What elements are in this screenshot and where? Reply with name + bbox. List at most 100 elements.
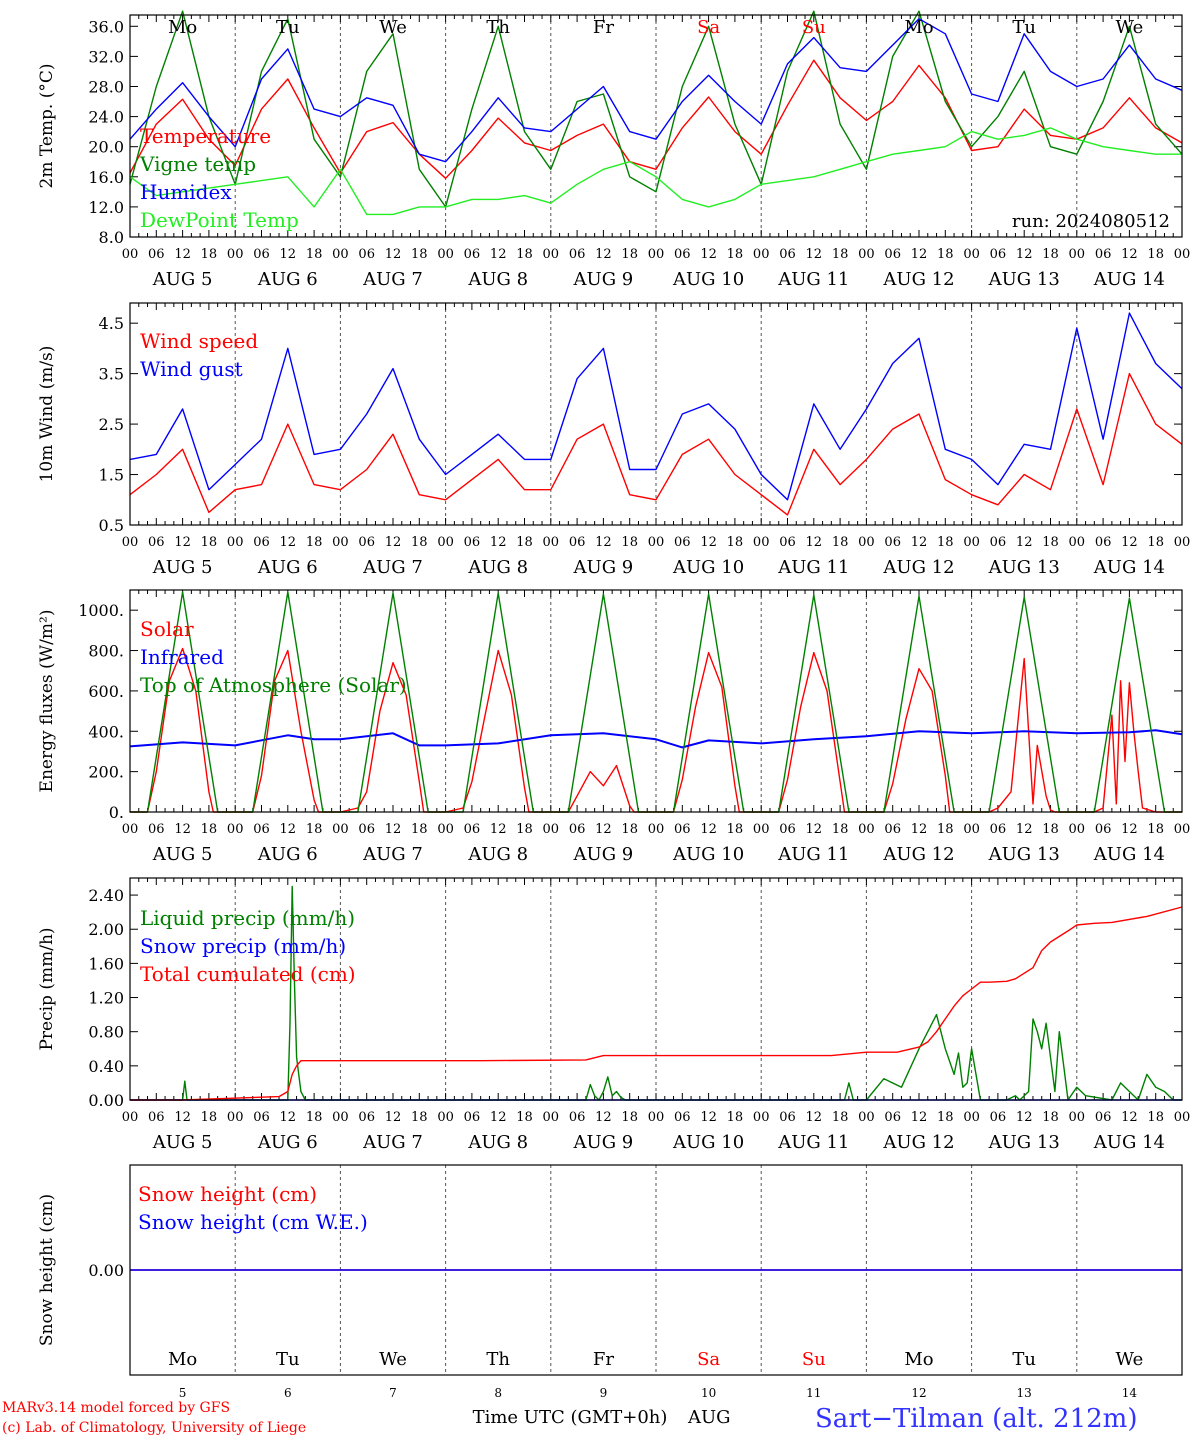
hour-label: 06 <box>779 535 796 550</box>
hour-label: 12 <box>490 1110 507 1125</box>
hour-label: 12 <box>1016 535 1033 550</box>
y-tick-label: 400. <box>88 722 124 741</box>
hour-label: 06 <box>464 247 481 262</box>
y-tick-label: 1.60 <box>88 954 124 973</box>
hour-label: 06 <box>990 1110 1007 1125</box>
legend-entry: Temperature <box>140 124 271 148</box>
hour-label: 18 <box>937 1110 954 1125</box>
panel-5: 0.00 Snow height (cm) Snow height (cm) Snow… <box>37 1164 1183 1428</box>
hour-label: 18 <box>832 1110 849 1125</box>
hour-label: 00 <box>332 1110 349 1125</box>
weekday-label: Su <box>802 1349 826 1370</box>
hour-label: 06 <box>990 822 1007 837</box>
weekday-label: Mo <box>168 17 197 38</box>
weekday-label: Sa <box>697 17 720 38</box>
date-label: AUG 6 <box>257 557 318 578</box>
panel-2: 0.5 1.5 2.5 3.5 4.5 10m Wind (m/s) Wind speed W… <box>37 302 1190 578</box>
weekday-label: Mo <box>904 17 933 38</box>
y-tick-label: 1000. <box>78 601 124 620</box>
hour-label: 18 <box>832 535 849 550</box>
hour-label: 12 <box>490 822 507 837</box>
hour-label: 00 <box>543 1110 560 1125</box>
legend-entry: Wind speed <box>140 329 258 353</box>
date-label: AUG 6 <box>257 269 318 290</box>
hour-label: 06 <box>884 1110 901 1125</box>
hour-label: 18 <box>1147 247 1164 262</box>
station-label: Sart−Tilman (alt. 212m) <box>815 1404 1138 1434</box>
hour-label: 06 <box>148 822 165 837</box>
weekday-label: We <box>379 17 407 38</box>
date-label: AUG 7 <box>362 844 423 865</box>
hour-label: 00 <box>437 1110 454 1125</box>
hour-label: 18 <box>1147 1110 1164 1125</box>
hour-label: 18 <box>937 535 954 550</box>
hour-label: 06 <box>148 247 165 262</box>
hour-label: 18 <box>621 535 638 550</box>
hour-label: 18 <box>1042 822 1059 837</box>
hour-label: 00 <box>753 247 770 262</box>
series-line-humidex <box>129 18 1183 163</box>
hour-label: 12 <box>806 822 823 837</box>
day-number-label: 13 <box>1017 1386 1032 1400</box>
legend-entry: Wind gust <box>140 357 243 381</box>
hour-label: 06 <box>253 535 270 550</box>
hour-label: 00 <box>122 247 139 262</box>
hour-label: 12 <box>385 535 402 550</box>
date-label: AUG 7 <box>362 269 423 290</box>
hour-label: 00 <box>648 822 665 837</box>
y-axis-label: 2m Temp. (°C) <box>37 63 57 188</box>
date-label: AUG 13 <box>988 269 1060 290</box>
date-label: AUG 9 <box>573 557 634 578</box>
hour-label: 12 <box>174 247 191 262</box>
hour-label: 12 <box>1016 247 1033 262</box>
date-label: AUG 5 <box>152 1132 213 1153</box>
hour-label: 18 <box>411 535 428 550</box>
credit-note: (c) Lab. of Climatology, University of L… <box>2 1420 307 1436</box>
hour-label: 00 <box>1069 247 1086 262</box>
date-label: AUG 12 <box>882 1132 954 1153</box>
panel-4: 0.00 0.40 0.80 1.20 1.60 2.00 2.40 Precip (mm/h… <box>37 877 1190 1153</box>
date-label: AUG 5 <box>152 269 213 290</box>
hour-label: 18 <box>727 535 744 550</box>
date-label: AUG 14 <box>1093 557 1165 578</box>
weekday-label: Sa <box>697 1349 720 1370</box>
weekday-label: Su <box>802 17 826 38</box>
date-label: AUG 10 <box>672 844 744 865</box>
hour-label: 18 <box>621 822 638 837</box>
hour-label: 18 <box>1147 535 1164 550</box>
date-label: AUG 11 <box>777 844 849 865</box>
date-label: AUG 12 <box>882 844 954 865</box>
hour-label: 18 <box>1042 247 1059 262</box>
date-label: AUG 10 <box>672 557 744 578</box>
series-line-total-cumulated-cm- <box>130 906 1183 1101</box>
y-tick-label: 12.0 <box>88 198 124 217</box>
weekday-label: Mo <box>168 1349 197 1370</box>
day-number-label: 8 <box>494 1386 502 1400</box>
hour-label: 00 <box>122 535 139 550</box>
hour-label: 12 <box>700 247 717 262</box>
hour-label: 06 <box>990 247 1007 262</box>
hour-label: 12 <box>490 535 507 550</box>
panel-frame <box>129 877 1183 1101</box>
hour-label: 18 <box>621 1110 638 1125</box>
hour-label: 18 <box>1147 822 1164 837</box>
hour-label: 12 <box>911 535 928 550</box>
hour-label: 18 <box>516 822 533 837</box>
hour-label: 00 <box>858 822 875 837</box>
hour-label: 06 <box>884 822 901 837</box>
hour-label: 06 <box>884 247 901 262</box>
date-label: AUG 7 <box>362 557 423 578</box>
date-label: AUG 9 <box>573 1132 634 1153</box>
y-tick-label: 0.00 <box>88 1261 124 1280</box>
date-label: AUG 6 <box>257 1132 318 1153</box>
y-tick-label: 600. <box>88 682 124 701</box>
day-number-label: 5 <box>179 1386 187 1400</box>
hour-label: 12 <box>1121 247 1138 262</box>
x-axis-label: Time UTC (GMT+0h) <box>473 1407 668 1428</box>
legend-entry: Humidex <box>140 180 232 204</box>
hour-label: 06 <box>674 822 691 837</box>
legend-entry: Liquid precip (mm/h) <box>140 906 355 930</box>
y-tick-label: 24.0 <box>88 108 124 127</box>
date-label: AUG 9 <box>573 844 634 865</box>
y-tick-label: 800. <box>88 642 124 661</box>
